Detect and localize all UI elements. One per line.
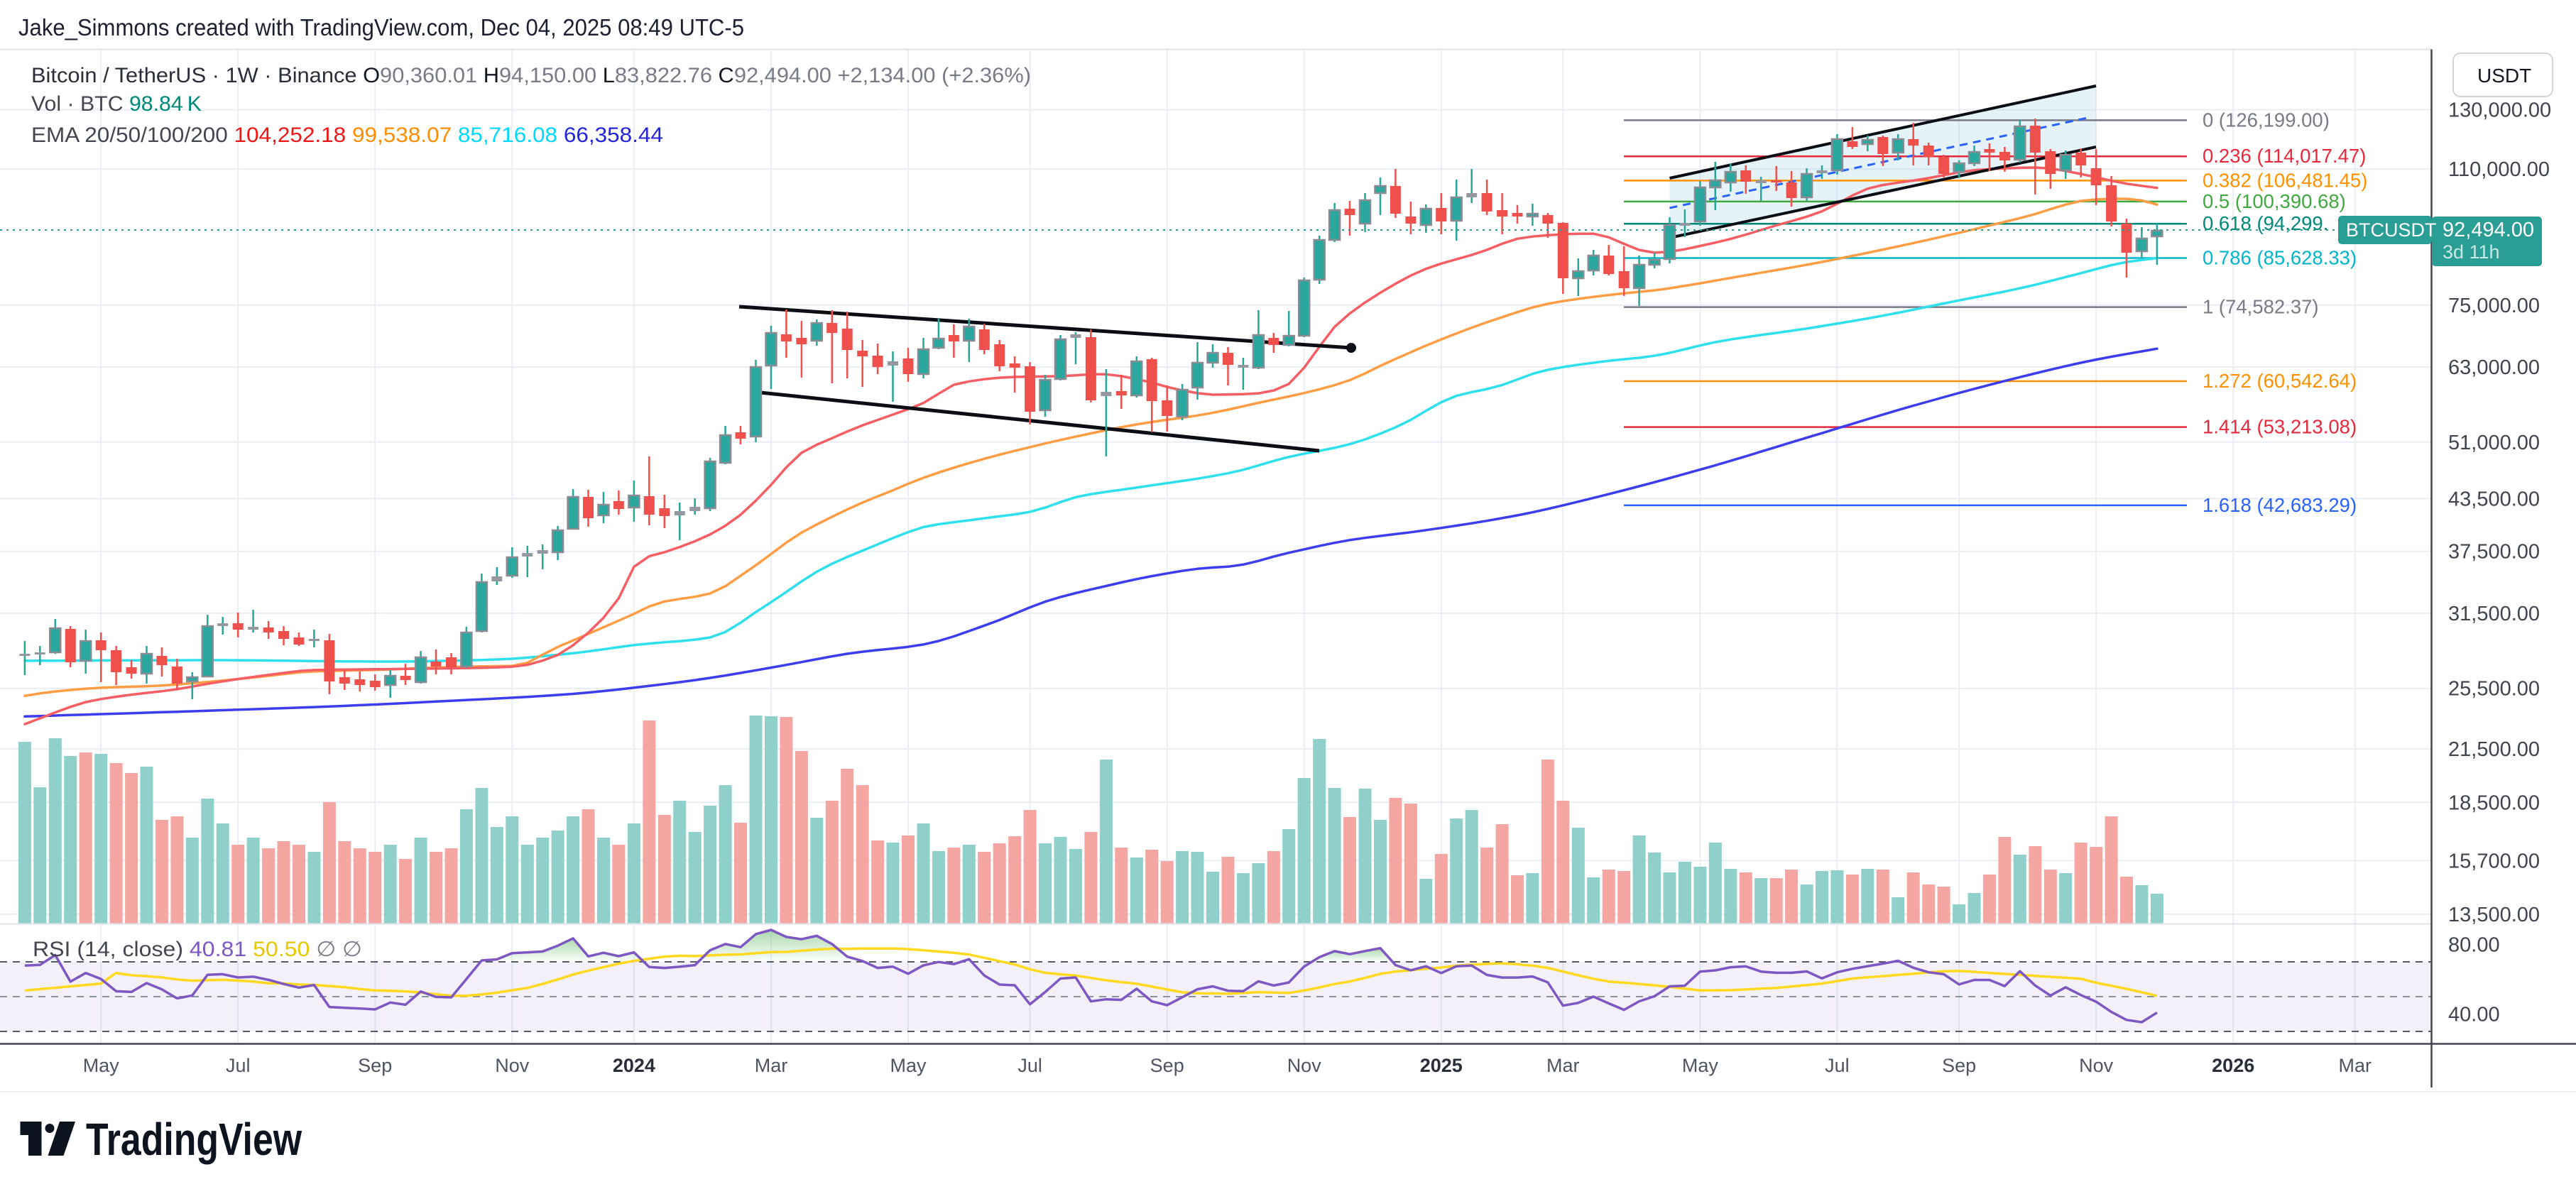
svg-text:Nov: Nov (495, 1055, 530, 1076)
svg-text:RSI (14, close) 40.81 50.50: RSI (14, close) 40.81 50.50 ∅ ∅ (33, 938, 362, 961)
svg-text:Jul: Jul (1825, 1055, 1850, 1076)
svg-text:Jul: Jul (1017, 1055, 1042, 1076)
svg-text:40.00: 40.00 (2448, 1004, 2500, 1026)
svg-text:130,000.00: 130,000.00 (2448, 99, 2551, 122)
svg-text:80.00: 80.00 (2448, 934, 2500, 957)
svg-text:51,000.00: 51,000.00 (2448, 432, 2540, 454)
svg-text:Nov: Nov (1287, 1055, 1322, 1076)
svg-text:1.414 (53,213.08): 1.414 (53,213.08) (2203, 416, 2357, 438)
svg-text:May: May (890, 1055, 927, 1076)
svg-text:3d 11h: 3d 11h (2443, 241, 2500, 263)
svg-text:BTCUSDT: BTCUSDT (2346, 219, 2437, 241)
svg-text:43,500.00: 43,500.00 (2448, 488, 2540, 510)
svg-text:Jake_Simmons created with Trad: Jake_Simmons created with TradingView.co… (18, 14, 744, 40)
svg-text:Sep: Sep (358, 1055, 392, 1076)
svg-text:USDT: USDT (2477, 65, 2531, 87)
svg-text:Mar: Mar (1546, 1055, 1580, 1076)
svg-text:May: May (1682, 1055, 1719, 1076)
svg-text:1.618 (42,683.29): 1.618 (42,683.29) (2203, 494, 2357, 516)
svg-text:15,700.00: 15,700.00 (2448, 850, 2540, 872)
svg-text:1.272 (60,542.64): 1.272 (60,542.64) (2203, 370, 2357, 392)
svg-text:2024: 2024 (613, 1055, 655, 1076)
svg-text:Sep: Sep (1150, 1055, 1184, 1076)
svg-text:Mar: Mar (2339, 1055, 2372, 1076)
svg-text:Sep: Sep (1942, 1055, 1976, 1076)
svg-text:2025: 2025 (1420, 1055, 1463, 1076)
svg-text:0.786 (85,628.33): 0.786 (85,628.33) (2203, 247, 2357, 269)
svg-text:0.5 (100,390.68): 0.5 (100,390.68) (2203, 190, 2346, 212)
svg-text:0.236 (114,017.47): 0.236 (114,017.47) (2203, 145, 2366, 167)
svg-text:92,494.00: 92,494.00 (2443, 219, 2534, 241)
svg-text:0 (126,199.00): 0 (126,199.00) (2203, 109, 2330, 131)
svg-text:21,500.00: 21,500.00 (2448, 738, 2540, 761)
svg-text:37,500.00: 37,500.00 (2448, 541, 2540, 564)
svg-text:Jul: Jul (226, 1055, 251, 1076)
svg-text:0.618 (94,299.: 0.618 (94,299. (2203, 212, 2328, 234)
svg-text:75,000.00: 75,000.00 (2448, 295, 2540, 317)
svg-text:18,500.00: 18,500.00 (2448, 791, 2540, 814)
svg-text:Mar: Mar (755, 1055, 788, 1076)
svg-text:May: May (83, 1055, 120, 1076)
svg-text:31,500.00: 31,500.00 (2448, 603, 2540, 625)
svg-text:Nov: Nov (2079, 1055, 2114, 1076)
svg-text:25,500.00: 25,500.00 (2448, 678, 2540, 701)
svg-text:13,500.00: 13,500.00 (2448, 904, 2540, 926)
svg-text:Bitcoin / TetherUS · 1W · Bina: Bitcoin / TetherUS · 1W · Binance O90,36… (31, 64, 1031, 87)
svg-text:TradingView: TradingView (86, 1114, 302, 1165)
svg-text:63,000.00: 63,000.00 (2448, 356, 2540, 379)
svg-text:1 (74,582.37): 1 (74,582.37) (2203, 296, 2319, 318)
svg-text:2026: 2026 (2212, 1055, 2254, 1076)
svg-text:Vol · BTC 98.84 K: Vol · BTC 98.84 K (31, 92, 202, 116)
svg-text:EMA 20/50/100/200 104,252.18: EMA 20/50/100/200 104,252.18 99,538.07 8… (31, 124, 663, 147)
svg-text:0.382 (106,481.45): 0.382 (106,481.45) (2203, 169, 2367, 191)
svg-text:110,000.00: 110,000.00 (2448, 158, 2550, 181)
